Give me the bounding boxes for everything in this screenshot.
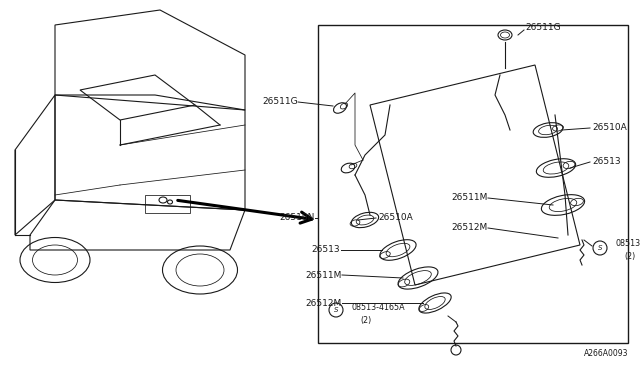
Bar (145, 195, 190, 213)
Text: S: S (598, 245, 602, 251)
Text: 08513-4165A: 08513-4165A (616, 240, 640, 248)
Bar (318, 25, 628, 343)
Text: 26511M: 26511M (306, 270, 342, 279)
Text: 26512M: 26512M (452, 224, 488, 232)
Text: 26510A: 26510A (378, 214, 413, 222)
Text: 26510N: 26510N (280, 214, 315, 222)
Text: 26513: 26513 (592, 157, 621, 167)
Text: 26513: 26513 (312, 246, 340, 254)
Text: S: S (333, 307, 339, 313)
Text: 08513-4165A: 08513-4165A (352, 304, 406, 312)
Text: 26511G: 26511G (262, 97, 298, 106)
Text: (2): (2) (360, 315, 371, 324)
Text: 26510A: 26510A (592, 124, 627, 132)
Text: A266A0093: A266A0093 (584, 349, 628, 358)
Text: 26511M: 26511M (452, 193, 488, 202)
Text: 26512M: 26512M (306, 298, 342, 308)
Text: (2): (2) (624, 251, 636, 260)
Text: 26511G: 26511G (525, 23, 561, 32)
